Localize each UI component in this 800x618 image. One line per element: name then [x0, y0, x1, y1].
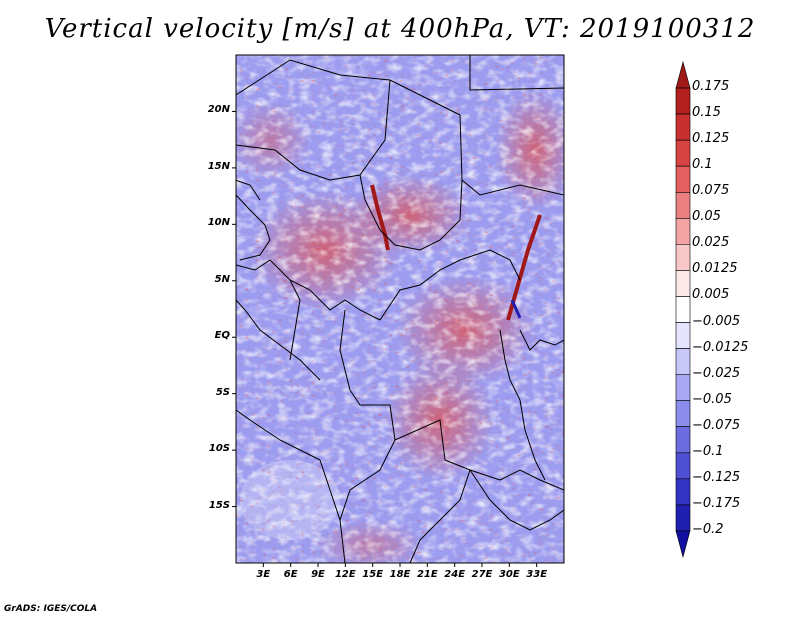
lon-tick-label: 30E: [498, 569, 520, 580]
colorbar-label: 0.1: [692, 157, 713, 173]
colorbar-label: −0.125: [692, 469, 741, 485]
lon-tick-label: 33E: [526, 569, 548, 580]
colorbar-segment: [675, 270, 691, 297]
colorbar-segment: [675, 478, 691, 506]
grads-credit: GrADS: IGES/COLA: [4, 604, 98, 614]
colorbar-label: −0.05: [692, 391, 732, 407]
colorbar-segment: [675, 426, 691, 454]
colorbar-segment: [675, 60, 691, 89]
colorbar-label: 0.15: [692, 105, 721, 121]
latitude-ticks: [232, 110, 236, 508]
colorbar-segment: [675, 244, 691, 271]
colorbar-segment: [675, 322, 691, 349]
colorbar-segment: [675, 87, 691, 115]
lon-tick-label: 3E: [256, 569, 271, 580]
longitude-ticks: [262, 563, 538, 567]
colorbar: [675, 60, 691, 559]
colorbar-label: −0.0125: [692, 339, 749, 355]
colorbar-segment: [675, 530, 691, 559]
lon-tick-label: 21E: [416, 569, 438, 580]
colorbar-label: 0.005: [692, 287, 730, 303]
colorbar-segment: [675, 348, 691, 375]
lat-tick-label: 15S: [208, 499, 230, 511]
colorbar-label: 0.175: [692, 79, 730, 95]
plot-title: Vertical velocity [m/s] at 400hPa, VT: 2…: [44, 14, 756, 44]
lon-tick-label: 9E: [311, 569, 325, 580]
colorbar-segment: [675, 400, 691, 428]
lat-tick-label: 5N: [214, 273, 230, 285]
colorbar-label: −0.005: [692, 313, 741, 329]
lon-tick-label: 24E: [444, 569, 466, 580]
colorbar-label: 0.05: [692, 209, 721, 225]
colorbar-label: −0.2: [692, 521, 724, 537]
colorbar-segment: [675, 165, 691, 193]
colorbar-label: 0.125: [692, 131, 730, 147]
colorbar-label: −0.1: [692, 443, 724, 459]
lat-tick-label: EQ: [214, 330, 230, 342]
colorbar-label: −0.075: [692, 417, 741, 433]
colorbar-segment: [675, 452, 691, 480]
lon-tick-label: 6E: [283, 569, 298, 580]
lat-tick-label: 20N: [207, 104, 230, 116]
colorbar-segment: [675, 191, 691, 219]
lon-tick-label: 18E: [389, 569, 411, 580]
colorbar-segment: [675, 113, 691, 141]
lat-tick-label: 15N: [207, 160, 230, 172]
lon-tick-label: 27E: [471, 569, 493, 580]
lat-tick-label: 10S: [208, 443, 230, 455]
colorbar-segment: [675, 374, 691, 401]
colorbar-segment: [675, 504, 691, 532]
colorbar-label: 0.075: [692, 183, 730, 199]
velocity-field: [236, 55, 564, 563]
colorbar-label: −0.025: [692, 365, 741, 381]
colorbar-segment: [675, 218, 691, 245]
colorbar-label: 0.025: [692, 235, 730, 251]
lon-tick-label: 12E: [334, 569, 356, 580]
lat-tick-label: 10N: [207, 217, 230, 229]
lat-tick-label: 5S: [215, 386, 230, 398]
colorbar-label: 0.0125: [692, 261, 738, 277]
lon-tick-label: 15E: [362, 569, 384, 580]
colorbar-segment: [675, 296, 691, 323]
colorbar-label: −0.175: [692, 495, 741, 511]
colorbar-segment: [675, 139, 691, 167]
